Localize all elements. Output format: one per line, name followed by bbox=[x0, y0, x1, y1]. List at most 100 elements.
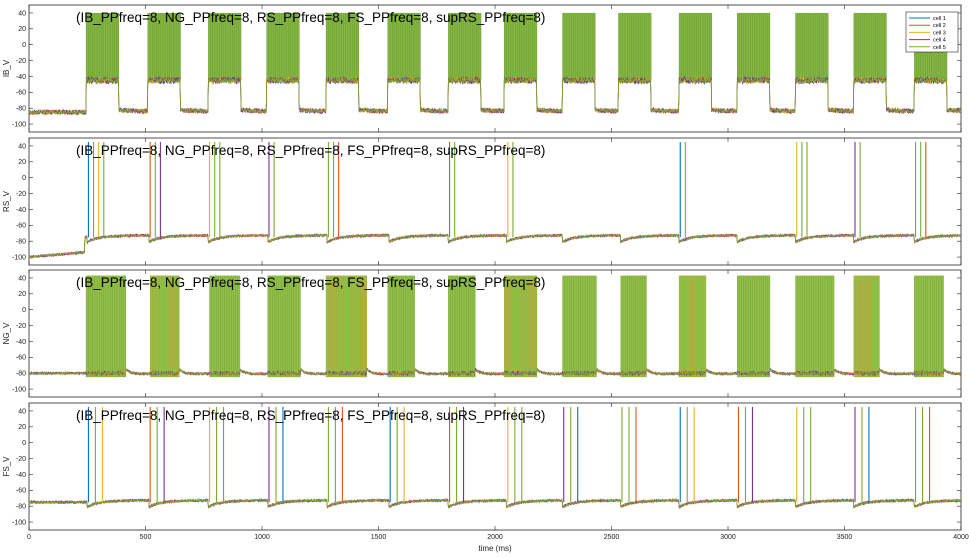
y-tick-label: -40 bbox=[16, 472, 26, 479]
y-tick-label: 0 bbox=[22, 175, 26, 182]
y-tick-label: 0 bbox=[22, 42, 26, 49]
burst-spikes bbox=[737, 12, 771, 81]
burst-spikes bbox=[853, 12, 887, 81]
burst-block bbox=[914, 275, 944, 378]
y-tick-label: 20 bbox=[18, 159, 26, 166]
y-tick-label: -40 bbox=[16, 339, 26, 346]
burst-spikes bbox=[678, 12, 712, 81]
burst-spikes bbox=[678, 275, 707, 378]
burst-block bbox=[618, 12, 652, 81]
y-tick-label: 20 bbox=[18, 26, 26, 33]
x-tick-label: 2000 bbox=[487, 534, 503, 541]
burst-spikes bbox=[562, 12, 596, 81]
burst-spikes bbox=[853, 275, 880, 378]
y-tick-label: -100 bbox=[12, 519, 26, 526]
y-tick-label: -20 bbox=[16, 58, 26, 65]
burst-block bbox=[679, 12, 712, 81]
burst-block bbox=[562, 275, 597, 378]
y-tick-label: 0 bbox=[22, 307, 26, 314]
burst-spikes bbox=[149, 275, 180, 378]
y-tick-label: 40 bbox=[18, 408, 26, 415]
y-tick-label: 20 bbox=[18, 424, 26, 431]
legend-label: cell 5 bbox=[933, 45, 946, 51]
burst-block bbox=[795, 275, 835, 378]
y-tick-label: 40 bbox=[18, 143, 26, 150]
panel-title: (IB_PPfreq=8, NG_PPfreq=8, RS_PPfreq=8, … bbox=[76, 143, 545, 158]
y-tick-label: -60 bbox=[16, 488, 26, 495]
burst-spikes bbox=[448, 12, 482, 81]
burst-block bbox=[504, 12, 537, 81]
burst-spikes bbox=[387, 275, 415, 378]
burst-block bbox=[737, 275, 770, 378]
y-axis-label: FS_V bbox=[2, 456, 11, 477]
x-tick-label: 1000 bbox=[254, 534, 270, 541]
burst-spikes bbox=[85, 275, 126, 378]
panel-title: (IB_PPfreq=8, NG_PPfreq=8, RS_PPfreq=8, … bbox=[76, 275, 545, 290]
burst-spikes bbox=[85, 12, 119, 81]
y-tick-label: -40 bbox=[16, 74, 26, 81]
traces bbox=[29, 141, 961, 260]
panel-rs: -100 -80 -60 -40 -20 0 20 40 RS_V (IB_PPfreq=8, N… bbox=[2, 137, 962, 266]
y-tick-label: -60 bbox=[16, 223, 26, 230]
burst-block bbox=[737, 12, 770, 81]
y-tick-label: 40 bbox=[18, 10, 26, 17]
burst-spikes bbox=[387, 12, 421, 81]
burst-block bbox=[86, 12, 119, 81]
burst-block bbox=[147, 12, 181, 81]
burst-spikes bbox=[208, 12, 242, 81]
burst-spikes bbox=[795, 12, 829, 81]
burst-block bbox=[853, 12, 887, 81]
x-tick-label: 3500 bbox=[837, 534, 853, 541]
y-axis-label: NG_V bbox=[2, 322, 11, 344]
burst-block bbox=[150, 275, 180, 378]
legend-label: cell 2 bbox=[933, 23, 946, 29]
burst-block bbox=[208, 12, 242, 81]
burst-block bbox=[266, 12, 300, 81]
burst-spikes bbox=[209, 275, 241, 378]
burst-spikes bbox=[147, 12, 181, 81]
y-tick-label: -100 bbox=[12, 121, 26, 128]
x-tick-label: 2500 bbox=[604, 534, 620, 541]
burst-spikes bbox=[795, 275, 835, 378]
y-tick-label: -40 bbox=[16, 207, 26, 214]
trace-cell-5 bbox=[29, 498, 961, 509]
y-tick-label: 40 bbox=[18, 275, 26, 282]
traces bbox=[29, 275, 961, 378]
y-axis-label: IB_V bbox=[2, 59, 11, 77]
panel-ng: -100 -80 -60 -40 -20 0 20 40 NG_V (IB_PPfreq=8, N… bbox=[2, 269, 962, 398]
burst-block bbox=[387, 12, 421, 81]
burst-spikes bbox=[504, 275, 538, 378]
trace-cell-5 bbox=[29, 368, 961, 377]
burst-spikes bbox=[737, 275, 771, 378]
burst-spikes bbox=[448, 275, 476, 378]
x-axis-label: time (ms) bbox=[478, 544, 512, 553]
burst-block bbox=[326, 275, 367, 378]
burst-block bbox=[326, 12, 359, 81]
y-axis-label: RS_V bbox=[2, 190, 11, 212]
trace-cell-5 bbox=[29, 76, 961, 115]
y-tick-label: -20 bbox=[16, 323, 26, 330]
x-tick-label: 1500 bbox=[371, 534, 387, 541]
burst-block bbox=[448, 12, 482, 81]
legend-label: cell 3 bbox=[933, 30, 946, 36]
burst-block bbox=[267, 275, 301, 378]
x-tick-label: 3000 bbox=[720, 534, 736, 541]
burst-spikes bbox=[325, 12, 359, 81]
burst-spikes bbox=[325, 275, 368, 378]
y-tick-label: -100 bbox=[12, 254, 26, 261]
panel-fs: -100 -80 -60 -40 -20 0 20 40 0 500 1000 1500 2000 250… bbox=[2, 402, 969, 541]
y-tick-label: -80 bbox=[16, 371, 26, 378]
y-tick-label: 20 bbox=[18, 291, 26, 298]
y-tick-label: 0 bbox=[22, 440, 26, 447]
panel-title: (IB_PPfreq=8, NG_PPfreq=8, RS_PPfreq=8, … bbox=[76, 10, 545, 25]
legend-label: cell 4 bbox=[933, 38, 946, 44]
y-tick-label: -20 bbox=[16, 456, 26, 463]
trace-cell-5 bbox=[29, 233, 961, 258]
panel-ib: -100 -80 -60 -40 -20 0 20 40 IB_V (IB_PPfreq=8, N… bbox=[2, 4, 962, 133]
burst-spikes bbox=[266, 12, 300, 81]
burst-spikes bbox=[267, 275, 301, 378]
y-tick-label: -60 bbox=[16, 355, 26, 362]
y-tick-label: -60 bbox=[16, 90, 26, 97]
